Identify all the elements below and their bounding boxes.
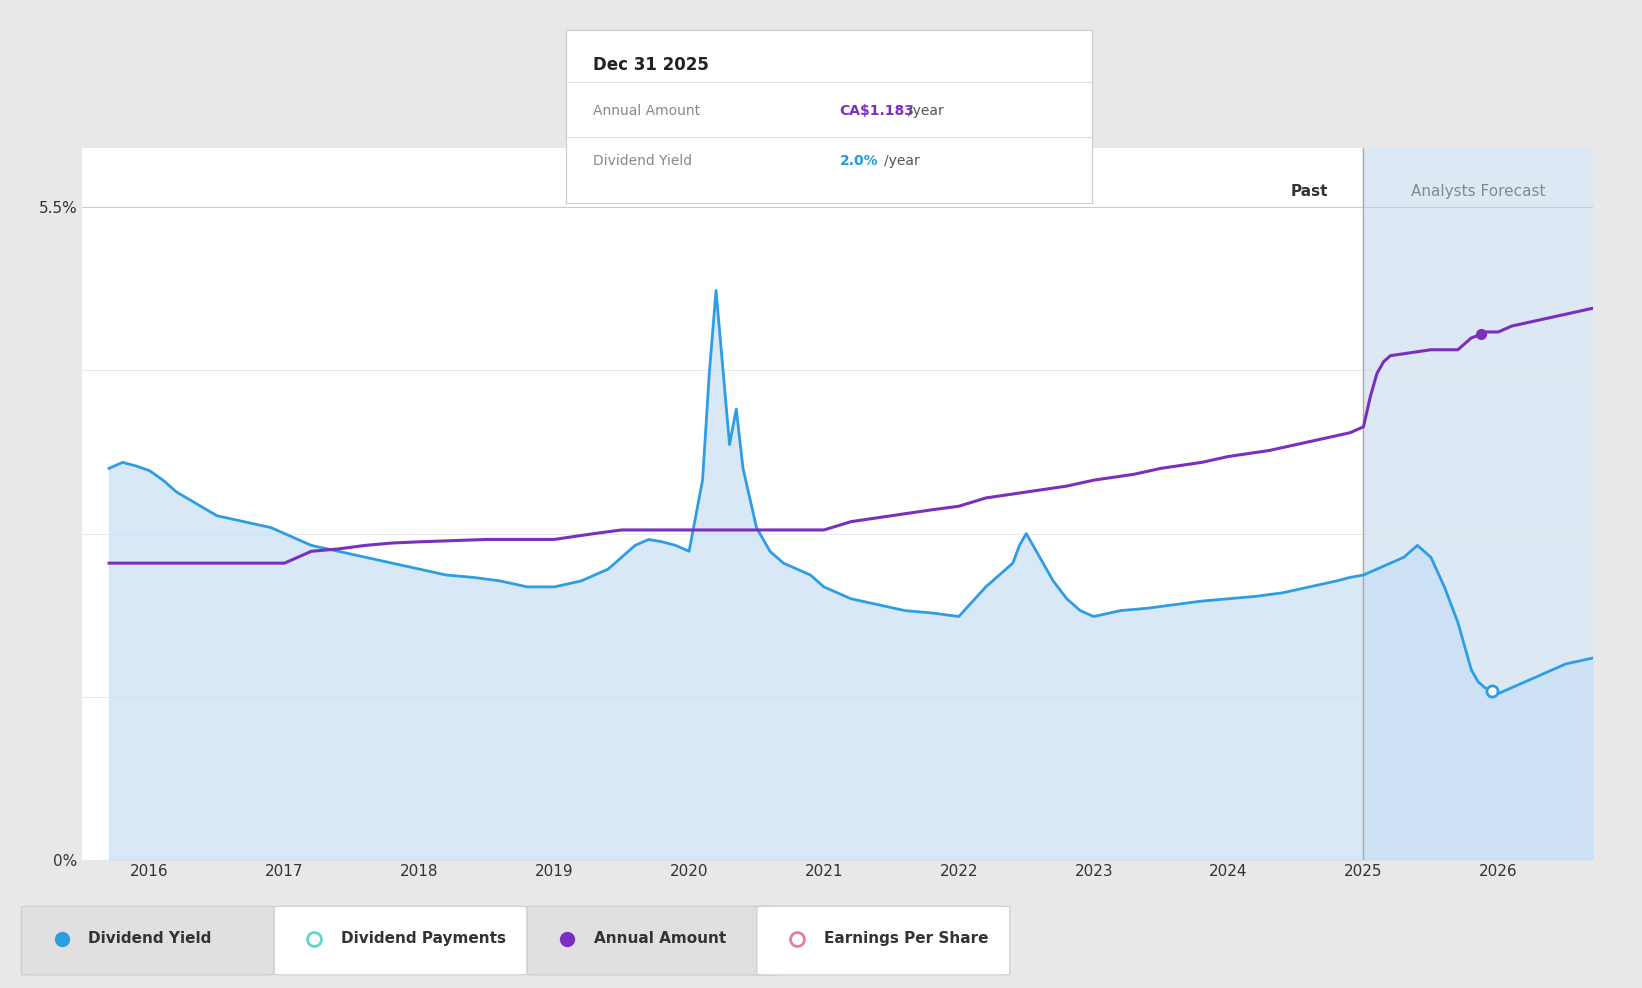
FancyBboxPatch shape bbox=[757, 906, 1010, 975]
Text: Past: Past bbox=[1291, 184, 1328, 199]
Text: Earnings Per Share: Earnings Per Share bbox=[824, 931, 988, 947]
Text: 2.0%: 2.0% bbox=[839, 154, 878, 168]
Bar bbox=[1363, 148, 1593, 860]
FancyBboxPatch shape bbox=[274, 906, 527, 975]
FancyBboxPatch shape bbox=[21, 906, 274, 975]
Text: /year: /year bbox=[908, 104, 944, 118]
Text: Dividend Payments: Dividend Payments bbox=[342, 931, 506, 947]
Text: /year: /year bbox=[885, 154, 920, 168]
Text: Annual Amount: Annual Amount bbox=[593, 104, 699, 118]
Text: Analysts Forecast: Analysts Forecast bbox=[1410, 184, 1545, 199]
Text: Annual Amount: Annual Amount bbox=[594, 931, 726, 947]
Text: Dividend Yield: Dividend Yield bbox=[593, 154, 691, 168]
Text: CA$1.183: CA$1.183 bbox=[839, 104, 915, 118]
FancyBboxPatch shape bbox=[527, 906, 780, 975]
Text: Dec 31 2025: Dec 31 2025 bbox=[593, 55, 709, 73]
Text: Dividend Yield: Dividend Yield bbox=[89, 931, 212, 947]
